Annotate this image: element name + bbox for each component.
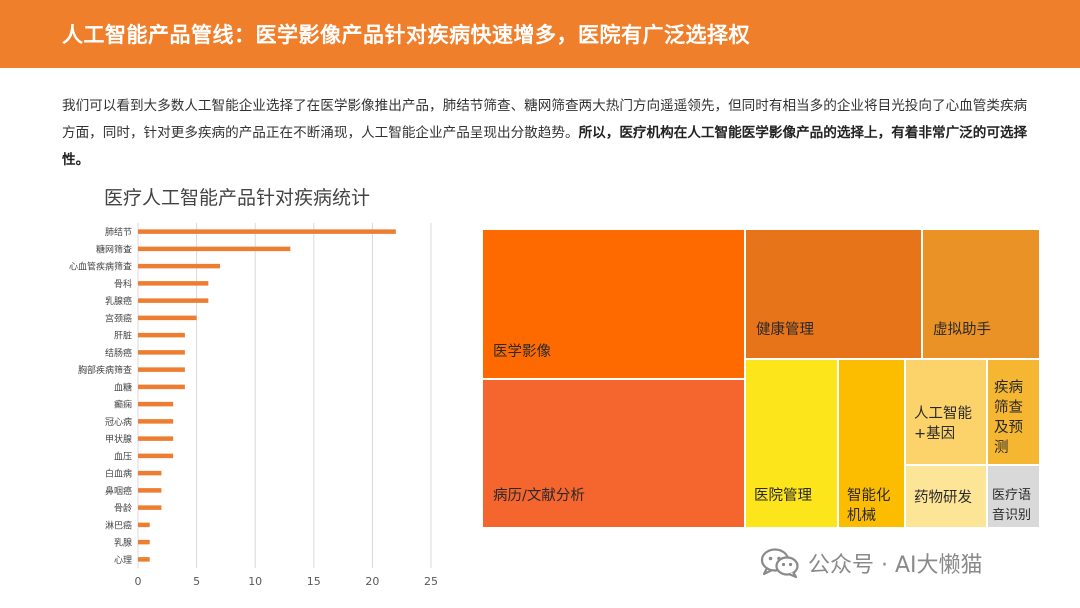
- disease-bar-chart: 0 5 10 15 20 25 肺结节糖网筛查心血管疾病筛查骨科乳腺癌宫颈癌肝脏结肠癌胸部疾…: [69, 223, 438, 588]
- bar: [138, 367, 185, 372]
- watermark: 公众号 · AI大懒猫: [760, 547, 983, 579]
- bar: [138, 350, 185, 355]
- bar: [138, 401, 174, 407]
- bar: [138, 470, 162, 476]
- y-category-label: 结肠癌: [105, 347, 132, 359]
- treemap-label: 医疗语音识别: [992, 488, 1032, 523]
- y-category-label: 甲状腺: [105, 433, 132, 445]
- bar: [138, 557, 150, 562]
- treemap-label: 医学影像: [493, 344, 551, 360]
- y-category-label: 肝脏: [114, 330, 132, 342]
- bar: [138, 453, 174, 459]
- treemap-chart: 医学影像 病历/文献分析 健康管理 虚拟助手 医院管理 智能化机械 人工智能+基…: [482, 229, 1040, 528]
- page-title: 人工智能产品管线：医学影像产品针对疾病快速增多，医院有广泛选择权: [62, 23, 750, 47]
- y-category-label: 癫痫: [114, 399, 132, 411]
- header-bar: 人工智能产品管线：医学影像产品针对疾病快速增多，医院有广泛选择权: [0, 0, 1080, 68]
- treemap-tile-health-management: 健康管理: [745, 229, 922, 359]
- intro-text: 我们可以看到大多数人工智能企业选择了在医学影像推出产品，肺结节筛查、糖网筛查两大…: [62, 98, 1028, 141]
- y-category-label: 肺结节: [105, 226, 132, 238]
- treemap-tile-ai-gene: 人工智能+基因: [905, 359, 987, 465]
- treemap-tile-voice-recognition: 医疗语音识别: [987, 465, 1040, 528]
- y-category-label: 宫颈癌: [105, 312, 132, 324]
- y-category-label: 糖网筛查: [96, 243, 132, 255]
- bar: [138, 522, 150, 528]
- y-category-label: 乳腺: [114, 537, 132, 549]
- treemap-label: 药物研发: [914, 490, 972, 506]
- y-category-label: 心血管疾病筛查: [69, 261, 132, 273]
- y-category-label: 血压: [114, 450, 132, 462]
- bar: [138, 488, 162, 493]
- bar: [138, 436, 174, 441]
- bar: [138, 384, 185, 390]
- treemap-tile-virtual-assistant: 虚拟助手: [922, 229, 1040, 359]
- x-tick-label: 25: [424, 575, 438, 588]
- bar: [138, 419, 174, 424]
- treemap-tile-records-analysis: 病历/文献分析: [482, 379, 745, 528]
- treemap-tile-medical-imaging: 医学影像: [482, 229, 745, 379]
- bar: [138, 315, 197, 321]
- bar: [138, 246, 291, 252]
- y-category-label: 白血病: [105, 468, 132, 480]
- treemap-label: 虚拟助手: [933, 322, 991, 338]
- y-category-label: 冠心病: [105, 416, 132, 428]
- bar: [138, 281, 209, 286]
- treemap-tile-drug-development: 药物研发: [905, 465, 987, 528]
- treemap-tile-disease-screening: 疾病筛查及预测: [987, 359, 1040, 465]
- intro-conclusion: 所以，医疗机构在人工智能医学影像产品的选择上，有着非常广泛的可选择性。: [62, 125, 1028, 168]
- y-category-label: 骨科: [114, 278, 132, 290]
- bar-chart-title: 医疗人工智能产品针对疾病统计: [104, 187, 371, 209]
- treemap-tile-intelligent-machinery: 智能化机械: [838, 359, 905, 528]
- treemap-label: 病历/文献分析: [493, 488, 585, 504]
- watermark-text: 公众号 · AI大懒猫: [808, 553, 983, 578]
- bar: [138, 298, 209, 303]
- y-category-label: 淋巴癌: [105, 519, 132, 531]
- treemap-label: 智能化机械: [847, 488, 891, 524]
- x-tick-label: 5: [193, 575, 200, 588]
- intro-paragraph: 我们可以看到大多数人工智能企业选择了在医学影像推出产品，肺结节筛查、糖网筛查两大…: [62, 93, 1030, 174]
- treemap-label: 健康管理: [756, 322, 814, 338]
- x-tick-label: 15: [307, 575, 321, 588]
- treemap-label: 疾病筛查及预测: [994, 380, 1023, 456]
- x-tick-label: 20: [365, 575, 379, 588]
- x-tick-label: 10: [248, 575, 262, 588]
- treemap-tile-hospital-management: 医院管理: [745, 359, 838, 528]
- bar: [138, 539, 150, 545]
- treemap-label: 医院管理: [754, 488, 812, 504]
- y-category-label: 胸部疾病筛查: [78, 364, 132, 376]
- y-category-label: 鼻咽癌: [105, 485, 132, 497]
- treemap-label: 人工智能+基因: [914, 406, 972, 442]
- y-category-label: 血糖: [114, 381, 132, 393]
- x-tick-label: 0: [135, 575, 142, 588]
- y-category-label: 乳腺癌: [105, 295, 132, 307]
- y-category-label: 心理: [114, 555, 132, 566]
- bar: [138, 263, 221, 269]
- bar: [138, 505, 162, 510]
- wechat-icon: [760, 548, 799, 579]
- bar: [138, 332, 185, 338]
- y-category-label: 骨龄: [114, 502, 132, 514]
- bar: [138, 229, 396, 234]
